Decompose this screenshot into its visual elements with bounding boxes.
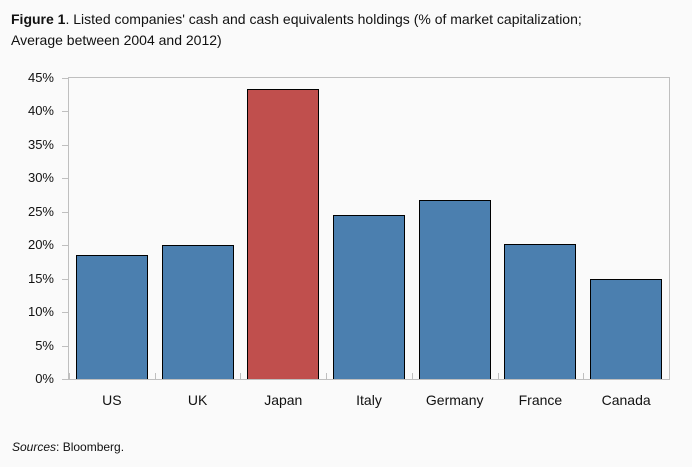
x-tick-label-germany: Germany <box>425 392 484 408</box>
x-tick-label-canada: Canada <box>601 392 651 408</box>
bar-germany <box>418 199 491 379</box>
y-tick-mark <box>62 312 68 314</box>
y-tick-mark <box>62 345 68 347</box>
y-tick-label-40pct: 40% <box>27 103 54 119</box>
y-tick-mark <box>62 78 68 79</box>
x-tick-mark <box>69 373 70 379</box>
figure-title-line2: Average between 2004 and 2012) <box>11 32 222 48</box>
bar-italy <box>333 215 405 379</box>
bar-uk <box>161 244 234 379</box>
x-tick-mark <box>411 373 413 379</box>
bar-us <box>75 255 148 379</box>
y-tick-mark <box>62 278 68 280</box>
plot-area <box>68 77 670 380</box>
x-tick-mark <box>669 373 670 379</box>
figure-title-line1: . Listed companies' cash and cash equiva… <box>65 11 582 27</box>
y-tick-label-10pct: 10% <box>27 304 54 320</box>
y-tick-mark <box>62 245 68 247</box>
figure-label: Figure 1 <box>11 11 66 27</box>
x-tick-label-france: France <box>518 392 563 408</box>
sources-label: Sources <box>12 440 57 454</box>
sources-text: : Bloomberg. <box>56 440 125 454</box>
y-tick-mark <box>62 211 68 213</box>
x-tick-mark <box>497 373 499 379</box>
bar-japan <box>247 89 320 379</box>
y-tick-label-20pct: 20% <box>27 237 54 253</box>
y-tick-label-45pct: 45% <box>27 70 54 85</box>
x-tick-label-uk: UK <box>187 392 208 408</box>
bar-canada <box>590 279 663 379</box>
y-tick-mark <box>62 178 68 180</box>
x-tick-mark <box>240 373 242 379</box>
y-tick-mark <box>62 379 68 380</box>
sources-note: Sources: Bloomberg. <box>12 440 124 454</box>
y-tick-label-0pct: 0% <box>35 371 54 386</box>
x-tick-label-italy: Italy <box>356 392 382 408</box>
x-tick-mark <box>326 373 328 379</box>
figure-title: Figure 1. Listed companies' cash and cas… <box>11 9 582 51</box>
x-tick-label-us: US <box>102 392 122 408</box>
y-tick-label-25pct: 25% <box>27 203 54 219</box>
y-tick-label-30pct: 30% <box>27 170 54 186</box>
x-tick-mark <box>583 373 585 379</box>
x-tick-mark <box>154 373 156 379</box>
y-tick-label-15pct: 15% <box>27 270 54 286</box>
x-tick-label-japan: Japan <box>264 392 303 408</box>
y-tick-label-5pct: 5% <box>35 337 54 353</box>
y-tick-mark <box>62 144 68 146</box>
bar-france <box>504 243 577 379</box>
y-tick-label-35pct: 35% <box>27 136 54 152</box>
y-tick-mark <box>62 111 68 113</box>
